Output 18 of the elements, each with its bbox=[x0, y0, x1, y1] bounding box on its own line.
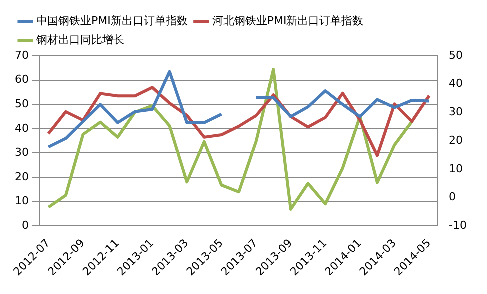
y-tick-label: 30 bbox=[14, 146, 29, 160]
y2-tick-label: -10 bbox=[449, 219, 467, 232]
y-tick-label: 40 bbox=[14, 122, 29, 135]
y-tick-label: 70 bbox=[14, 48, 29, 62]
legend-label: 中国钢铁业PMI新出口订单指数 bbox=[36, 14, 188, 28]
y-tick-label: 60 bbox=[14, 73, 29, 86]
y2-tick-label: 10 bbox=[449, 162, 464, 176]
y-tick-label: 20 bbox=[14, 170, 29, 184]
legend-label: 河北钢铁业PMI新出口订单指数 bbox=[212, 14, 364, 28]
y2-tick-label: 0 bbox=[449, 190, 456, 204]
legend-label: 钢材出口同比增长 bbox=[36, 33, 124, 46]
y-tick-label: 10 bbox=[14, 194, 29, 208]
y2-tick-label: 50 bbox=[449, 48, 464, 62]
y2-tick-label: 40 bbox=[449, 77, 464, 90]
y-tick-label: 0 bbox=[22, 219, 29, 232]
y2-tick-label: 30 bbox=[449, 106, 464, 119]
y2-tick-label: 20 bbox=[449, 134, 464, 147]
y-tick-label: 50 bbox=[14, 97, 29, 110]
